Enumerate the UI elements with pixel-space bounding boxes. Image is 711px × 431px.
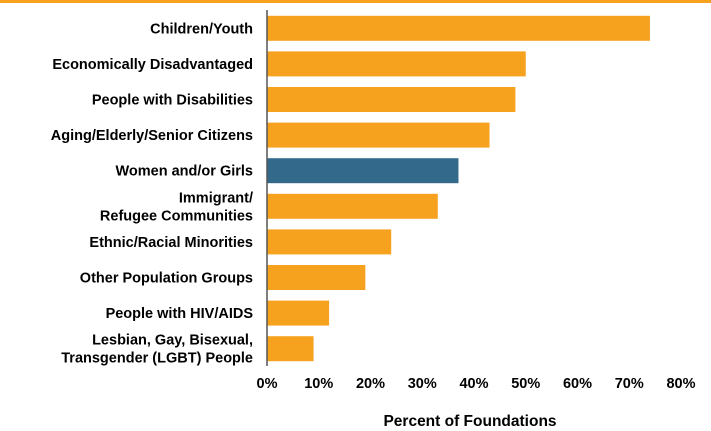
category-label-6: Immigrant/Refugee Communities	[100, 190, 253, 224]
category-label-10: Lesbian, Gay, Bisexual, Transgender (LGBT…	[61, 333, 253, 367]
top-rule	[0, 0, 711, 3]
x-tick-70pct: 70%	[615, 376, 644, 392]
bar-4	[267, 122, 490, 148]
x-tick-60pct: 60%	[563, 376, 592, 392]
bar-5	[267, 158, 459, 184]
category-labels: Children/Youth Economically Disadvantaged…	[51, 21, 254, 366]
x-tick-0pct: 0%	[257, 376, 278, 392]
category-label-2: Economically Disadvantaged	[52, 57, 253, 73]
x-axis-title: Percent of Foundations	[383, 413, 556, 430]
category-label-5: Women and/or Girls	[115, 164, 253, 180]
category-label-7: Ethnic/Racial Minorities	[89, 235, 253, 251]
bar-8	[267, 265, 366, 290]
x-tick-80pct: 80%	[666, 376, 695, 392]
category-label-1: Children/Youth	[150, 21, 253, 37]
x-tick-30pct: 30%	[408, 376, 437, 392]
category-label-8: Other Population Groups	[80, 271, 253, 287]
x-tick-10pct: 10%	[304, 376, 333, 392]
bar-9	[267, 300, 330, 326]
x-tick-40pct: 40%	[459, 376, 488, 392]
x-tick-labels: 0% 10% 20% 30% 40% 50% 60% 70% 80%	[257, 376, 696, 392]
bar-6	[267, 193, 438, 219]
x-tick-20pct: 20%	[356, 376, 385, 392]
bar-1	[267, 15, 650, 41]
bar-7	[267, 229, 392, 255]
bar-10	[267, 336, 314, 362]
bar-3	[267, 87, 516, 112]
category-label-9: People with HIV/AIDS	[106, 306, 254, 322]
bars-group	[267, 15, 650, 362]
x-tick-50pct: 50%	[511, 376, 540, 392]
category-label-4: Aging/Elderly/Senior Citizens	[51, 128, 253, 144]
bar-2	[267, 51, 526, 77]
category-label-3: People with Disabilities	[92, 93, 253, 109]
